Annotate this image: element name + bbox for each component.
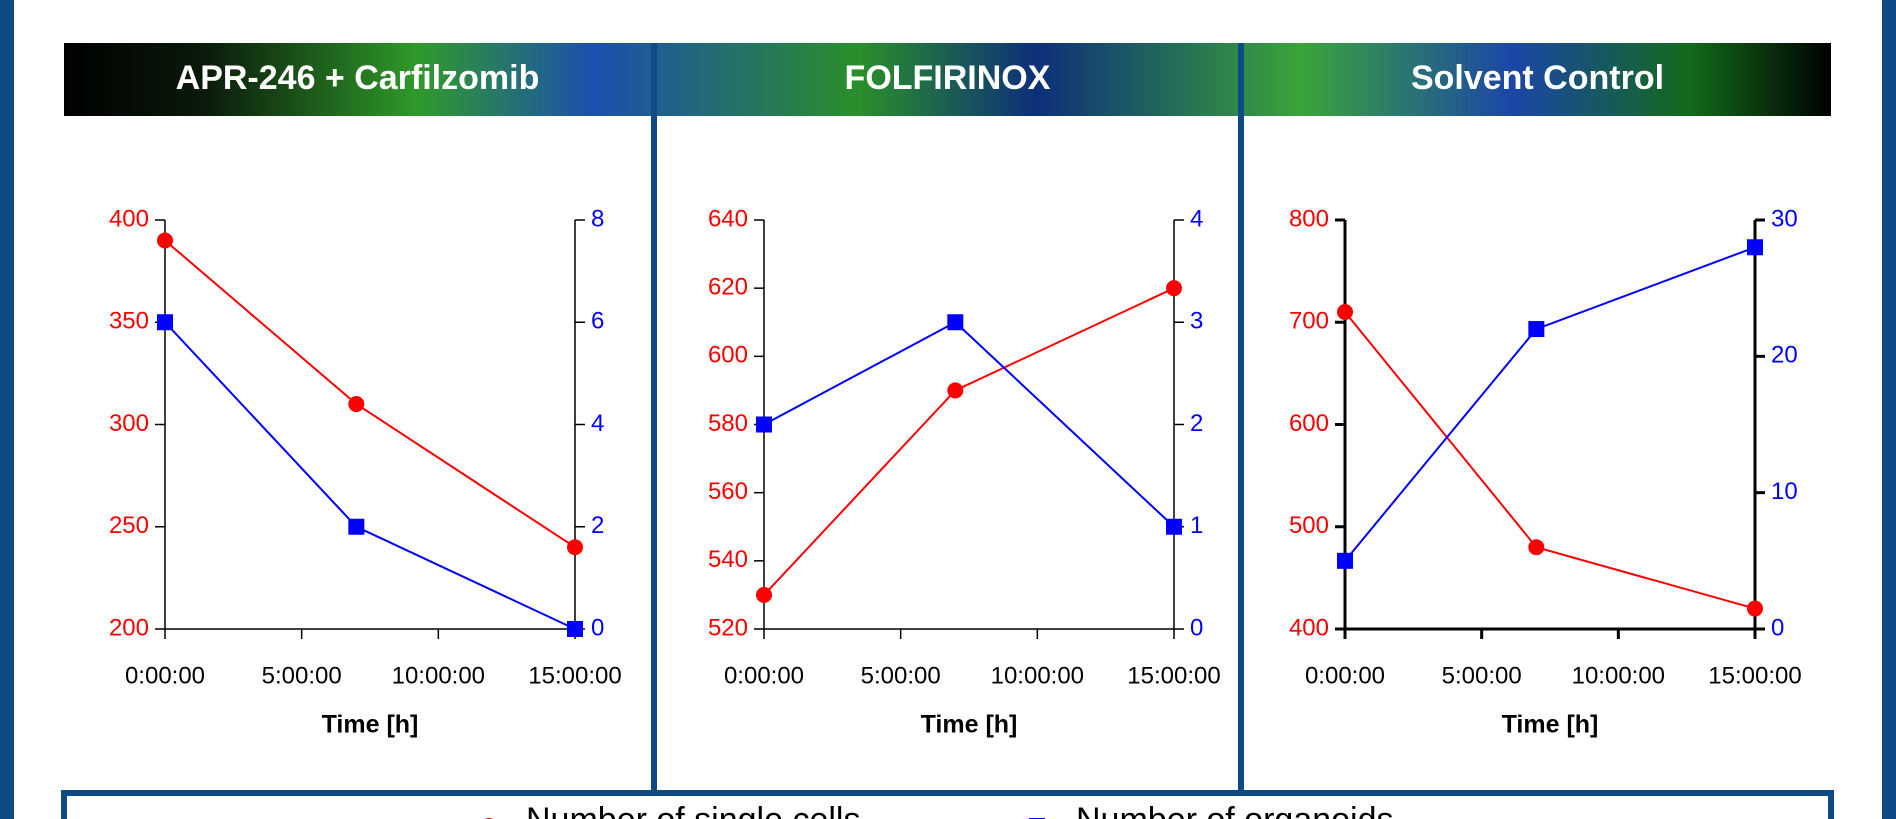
marker: [1337, 552, 1353, 569]
marker: [157, 314, 173, 331]
marker: [567, 621, 583, 637]
x-axis-label: Time [h]: [1502, 711, 1599, 739]
y2-tick-label: 4: [1190, 205, 1203, 232]
y-tick-label: 600: [708, 342, 748, 369]
canvas: [14, 0, 1882, 819]
y2-tick-label: 3: [1190, 308, 1203, 335]
x-tick-label: 15:00:00: [1708, 662, 1801, 689]
y-tick-label: 400: [109, 205, 149, 232]
x-tick-label: 5:00:00: [861, 662, 941, 689]
x-axis-label: Time [h]: [921, 711, 1018, 739]
x-tick-label: 10:00:00: [392, 662, 485, 689]
y2-tick-label: 6: [591, 308, 604, 335]
y2-tick-label: 0: [591, 614, 604, 641]
y-tick-label: 600: [1289, 410, 1329, 437]
y-tick-label: 700: [1289, 308, 1329, 335]
y-tick-label: 580: [708, 410, 748, 437]
header-band: [64, 43, 1831, 116]
y2-tick-label: 0: [1771, 614, 1784, 641]
y-tick-label: 800: [1289, 205, 1329, 232]
y-tick-label: 640: [708, 205, 748, 232]
y-tick-label: 200: [109, 614, 149, 641]
x-tick-label: 15:00:00: [528, 662, 621, 689]
y-tick-label: 620: [708, 274, 748, 301]
y2-tick-label: 2: [1190, 410, 1203, 437]
y-tick-label: 520: [708, 614, 748, 641]
marker: [1528, 321, 1545, 338]
marker: [1166, 518, 1182, 535]
y2-tick-label: 8: [591, 205, 604, 232]
marker: [1337, 304, 1353, 321]
x-tick-label: 5:00:00: [1442, 662, 1522, 689]
y-tick-label: 540: [708, 546, 748, 573]
y2-tick-label: 2: [591, 512, 604, 539]
marker: [348, 396, 365, 413]
x-axis-label: Time [h]: [322, 711, 419, 739]
y-tick-label: 400: [1289, 614, 1329, 641]
marker: [1747, 239, 1763, 256]
x-tick-label: 5:00:00: [262, 662, 342, 689]
x-tick-label: 10:00:00: [1572, 662, 1665, 689]
marker: [1747, 600, 1763, 617]
x-tick-label: 15:00:00: [1127, 662, 1220, 689]
marker: [348, 518, 365, 535]
legend-label: Number of single cells: [526, 801, 860, 819]
marker: [947, 314, 964, 331]
panel-title: Solvent Control: [1411, 59, 1664, 97]
y2-tick-label: 0: [1190, 614, 1203, 641]
y2-tick-label: 10: [1771, 478, 1798, 505]
y-tick-label: 500: [1289, 512, 1329, 539]
marker: [947, 382, 964, 399]
y2-tick-label: 30: [1771, 205, 1798, 232]
x-tick-label: 0:00:00: [1305, 662, 1385, 689]
divider: [1238, 43, 1244, 793]
y-tick-label: 560: [708, 478, 748, 505]
divider: [651, 43, 657, 793]
y-tick-label: 250: [109, 512, 149, 539]
x-tick-label: 0:00:00: [125, 662, 205, 689]
marker: [1166, 280, 1182, 297]
marker: [756, 586, 772, 603]
marker: [1528, 539, 1545, 556]
marker: [567, 539, 583, 556]
y-tick-label: 300: [109, 410, 149, 437]
x-tick-label: 10:00:00: [991, 662, 1084, 689]
marker: [157, 232, 173, 249]
x-tick-label: 0:00:00: [724, 662, 804, 689]
y2-tick-label: 20: [1771, 342, 1798, 369]
y2-tick-label: 1: [1190, 512, 1203, 539]
y2-tick-label: 4: [591, 410, 604, 437]
marker: [756, 416, 772, 433]
panel-title: FOLFIRINOX: [845, 59, 1051, 97]
legend-box: [61, 790, 1834, 819]
panel-title: APR-246 + Carfilzomib: [176, 59, 540, 97]
y-tick-label: 350: [109, 308, 149, 335]
legend-label: Number of organoids: [1076, 801, 1394, 819]
